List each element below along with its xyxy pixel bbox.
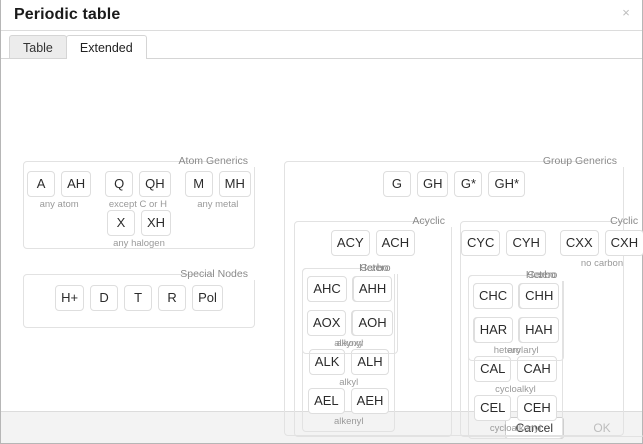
special-nodes-panel: Special Nodes H+ D T R Pol <box>23 268 255 328</box>
atom-group-any-metal: M MH any metal <box>184 171 251 210</box>
acyclic-panel: Acyclic ACY ACH Carbo ABC ABH <box>294 215 452 437</box>
cell-cel[interactable]: CEL <box>474 395 512 421</box>
close-icon[interactable]: × <box>622 5 630 20</box>
cell-x[interactable]: X <box>106 210 135 236</box>
cell-chh[interactable]: CHH <box>519 283 560 309</box>
cell-m[interactable]: M <box>184 171 213 197</box>
cell-r[interactable]: R <box>158 285 187 311</box>
cell-hah[interactable]: HAH <box>519 317 559 343</box>
special-nodes-row: H+ D T R Pol <box>24 285 254 311</box>
acyclic-top-row: ACY ACH <box>295 230 451 256</box>
atom-generics-panel: Atom Generics A AH any atom Q QH except … <box>23 155 255 249</box>
atom-group-any-atom-cells: A AH <box>27 171 92 197</box>
caption-cycloalkyl: cycloalkyl <box>495 384 536 395</box>
acyclic-hetero-row-0: AHC AHH <box>307 276 393 302</box>
caption-hetero-aryl: hetero aryl <box>493 345 539 356</box>
tab-table[interactable]: Table <box>9 35 67 59</box>
acyclic-carbo-legend: Carbo <box>359 262 389 274</box>
cell-acy[interactable]: ACY <box>330 230 370 256</box>
cell-har[interactable]: HAR <box>473 317 514 343</box>
group-generics-panel: Group Generics G GH G* GH* Acyclic ACY A… <box>284 155 643 439</box>
cell-gh[interactable]: GH <box>416 171 449 197</box>
atom-group-any-atom: A AH any atom <box>27 171 92 210</box>
cell-ach[interactable]: ACH <box>375 230 416 256</box>
cell-qh[interactable]: QH <box>139 171 171 197</box>
cell-ceh[interactable]: CEH <box>517 395 557 421</box>
ok-button: OK <box>593 420 611 435</box>
atom-group-except-c-or-h-cells: Q QH <box>105 171 171 197</box>
dialog-titlebar: Periodic table × <box>1 0 642 31</box>
cell-cyh[interactable]: CYH <box>506 230 546 256</box>
cell-cxx[interactable]: CXX <box>559 230 599 256</box>
cyclic-top-left-group: CYC CYH <box>461 230 546 269</box>
acyclic-hetero-legend: Hetero <box>359 262 391 274</box>
cell-t[interactable]: T <box>124 285 153 311</box>
dialog-body: Atom Generics A AH any atom Q QH except … <box>1 58 643 439</box>
caption-any-metal: any metal <box>197 199 239 210</box>
cell-ah[interactable]: AH <box>61 171 92 197</box>
cyclic-legend: Cyclic <box>610 215 639 227</box>
cyclic-hetero-panel: Hetero CHC CHH HAR HAH <box>468 269 565 361</box>
atom-generics-legend: Atom Generics <box>178 155 248 167</box>
cyclic-hetero-legend: Hetero <box>525 269 558 281</box>
caption-alkyl: alkyl <box>339 377 359 388</box>
cell-ael[interactable]: AEL <box>308 388 345 414</box>
acyclic-hetero-row-1: AOX AOH <box>307 310 393 336</box>
caption-alkoxy: alkoxy <box>336 338 364 349</box>
cyclic-top-right-cells: CXX CXH <box>559 230 643 256</box>
cell-g[interactable]: G <box>382 171 411 197</box>
cell-cxh[interactable]: CXH <box>604 230 643 256</box>
group-generics-top-row: G GH G* GH* <box>285 171 623 197</box>
cyclic-top-row: CYC CYH CXX CXH no carbon <box>461 230 643 269</box>
special-nodes-legend: Special Nodes <box>180 268 248 280</box>
dialog-title: Periodic table <box>14 6 121 23</box>
atom-group-any-halogen-cells: X XH <box>24 210 254 236</box>
group-generics-legend: Group Generics <box>542 155 617 167</box>
atom-group-except-c-or-h: Q QH except C or H <box>105 171 171 210</box>
cyclic-hetero-row-0: CHC CHH <box>473 283 560 309</box>
cyclic-hetero-row-1: HAR HAH <box>473 317 559 343</box>
acyclic-legend: Acyclic <box>412 215 445 227</box>
caption-alkynyl: alkynyl <box>334 338 364 349</box>
caption-except-c-or-h: except C or H <box>108 199 167 210</box>
caption-alkenyl: alkenyl <box>333 416 364 427</box>
cyclic-carbo-row-3: CEL CEH <box>473 395 558 421</box>
cell-h-plus[interactable]: H+ <box>55 285 85 311</box>
caption-aryl: aryl <box>507 345 524 356</box>
cell-q[interactable]: Q <box>105 171 134 197</box>
tab-bar: Table Extended <box>1 31 642 59</box>
cell-xh[interactable]: XH <box>140 210 172 236</box>
cell-d[interactable]: D <box>90 285 119 311</box>
acyclic-hetero-panel: Hetero AHC AHH AOX AOH <box>302 262 398 354</box>
cyclic-carbo-legend: Carbo <box>527 269 556 281</box>
atom-generics-row: A AH any atom Q QH except C or H M MH <box>24 171 254 210</box>
cell-aoh[interactable]: AOH <box>352 310 393 336</box>
cyclic-top-right-group: CXX CXH no carbon <box>559 230 643 269</box>
cell-a[interactable]: A <box>27 171 56 197</box>
caption-cycloalkenyl: cycloalkenyl <box>489 423 542 434</box>
cell-ahc[interactable]: AHC <box>307 276 347 302</box>
atom-group-any-metal-cells: M MH <box>184 171 251 197</box>
caption-any-halogen: any halogen <box>113 238 165 249</box>
atom-group-any-halogen: X XH any halogen <box>24 210 254 249</box>
cell-aox[interactable]: AOX <box>307 310 347 336</box>
caption-no-carbon: no carbon <box>580 258 624 269</box>
acyclic-carbo-row-3: AEL AEH <box>307 388 390 414</box>
cell-ahh[interactable]: AHH <box>352 276 393 302</box>
cell-gh-star[interactable]: GH* <box>488 171 526 197</box>
cyclic-panel: Cyclic CYC CYH CXX CXH no carbon <box>460 215 643 439</box>
cell-cyc[interactable]: CYC <box>461 230 501 256</box>
cyclic-top-left-cells: CYC CYH <box>461 230 546 256</box>
caption-any-atom: any atom <box>39 199 79 210</box>
tab-extended[interactable]: Extended <box>65 35 147 59</box>
cell-g-star[interactable]: G* <box>454 171 483 197</box>
cell-chc[interactable]: CHC <box>473 283 514 309</box>
cell-mh[interactable]: MH <box>218 171 251 197</box>
cell-pol[interactable]: Pol <box>192 285 223 311</box>
cell-aeh[interactable]: AEH <box>350 388 390 414</box>
